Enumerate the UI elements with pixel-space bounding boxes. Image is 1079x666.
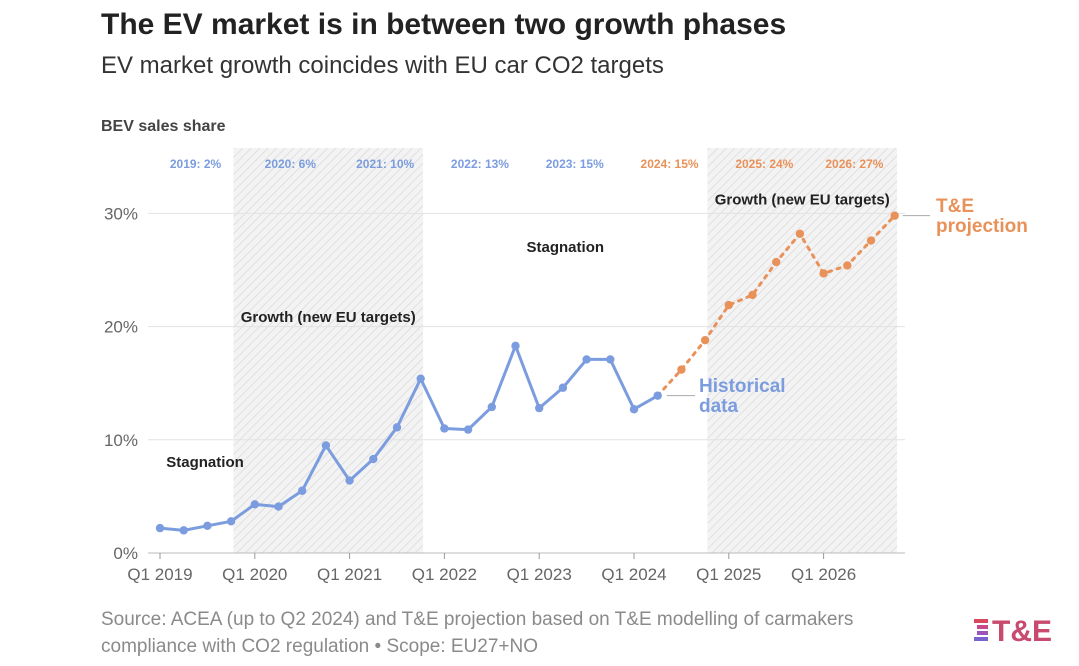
x-tick-label: Q1 2021 — [317, 565, 382, 584]
year-summary-label: 2019: 2% — [170, 157, 222, 171]
year-summary-label: 2020: 6% — [265, 157, 317, 171]
logo-mark-icon — [974, 619, 988, 641]
data-point-projection — [843, 261, 852, 270]
chart: 0% 10% 20% 30% BEV sales share Q1 2019 Q1 202… — [101, 118, 1028, 584]
data-point-projection — [677, 365, 686, 374]
series-label-historical-line2: data — [699, 396, 739, 417]
data-point-historical — [629, 405, 639, 414]
chart-subtitle: EV market growth coincides with EU car C… — [101, 52, 664, 79]
data-point-projection — [866, 236, 876, 245]
data-point-projection — [700, 335, 710, 345]
y-tick-label: 20% — [104, 318, 138, 337]
series-line-historical — [158, 344, 660, 532]
data-point-historical — [511, 341, 520, 351]
data-point-historical — [606, 355, 615, 364]
data-point-projection — [748, 290, 757, 300]
year-summary-label: 2021: 10% — [356, 157, 414, 171]
data-point-historical — [274, 502, 283, 511]
data-point-historical — [487, 402, 496, 412]
series-label-projection-line1: T&E — [936, 196, 974, 217]
data-point-historical — [179, 526, 188, 535]
source-line-1: Source: ACEA (up to Q2 2024) and T&E pro… — [101, 609, 854, 630]
data-point-projection — [890, 211, 899, 220]
data-point-projection — [795, 229, 805, 238]
data-point-historical — [369, 454, 378, 464]
series-label-projection-line2: projection — [936, 216, 1028, 237]
y-tick-label: 30% — [104, 204, 138, 223]
data-point-historical — [463, 425, 473, 434]
data-point-historical — [440, 424, 449, 433]
source-note: Source: ACEA (up to Q2 2024) and T&E pro… — [101, 606, 971, 660]
year-summary-label: 2024: 15% — [641, 157, 699, 171]
year-summary-label: 2022: 13% — [451, 157, 509, 171]
x-tick-label: Q1 2025 — [696, 565, 761, 584]
data-point-historical — [250, 500, 259, 509]
data-point-historical — [155, 523, 165, 533]
data-point-projection — [724, 300, 733, 310]
phase-annotation: Growth (new EU targets) — [715, 191, 890, 208]
x-tick-label: Q1 2023 — [507, 565, 572, 584]
shaded-period-0 — [233, 148, 424, 553]
data-point-historical — [345, 476, 354, 485]
data-point-historical — [298, 486, 307, 495]
data-point-historical — [226, 517, 236, 526]
year-summary-label: 2026: 27% — [825, 157, 883, 171]
shaded-period-1 — [707, 148, 898, 553]
data-point-historical — [582, 355, 591, 364]
logo-text: T&E — [992, 615, 1052, 648]
x-tick-label: Q1 2024 — [601, 565, 666, 584]
chart-title: The EV market is in between two growth p… — [101, 8, 787, 41]
data-point-historical — [535, 403, 544, 413]
x-tick-label: Q1 2022 — [412, 565, 477, 584]
source-line-2: compliance with CO2 regulation • Scope: … — [101, 636, 539, 657]
y-tick-label: 0% — [113, 544, 138, 563]
series-label-historical-line1: Historical — [699, 376, 786, 397]
data-point-historical — [321, 441, 331, 450]
data-point-historical — [416, 374, 425, 383]
x-tick-label: Q1 2020 — [222, 565, 287, 584]
data-point-historical — [653, 391, 662, 400]
data-point-historical — [392, 423, 402, 432]
x-tick-label: Q1 2026 — [791, 565, 856, 584]
x-tick-label: Q1 2019 — [127, 565, 192, 584]
phase-annotation: Growth (new EU targets) — [241, 309, 416, 326]
data-point-projection — [819, 269, 828, 278]
y-axis-label: BEV sales share — [101, 118, 226, 135]
data-point-historical — [558, 383, 568, 392]
data-point-projection — [772, 257, 781, 267]
year-summary-label: 2023: 15% — [546, 157, 604, 171]
phase-annotation: Stagnation — [527, 239, 605, 256]
year-summary-label: 2025: 24% — [735, 157, 793, 171]
te-logo: T&E — [974, 615, 1052, 648]
phase-annotation: Stagnation — [166, 454, 244, 471]
data-point-historical — [203, 521, 212, 531]
y-tick-label: 10% — [104, 431, 138, 450]
